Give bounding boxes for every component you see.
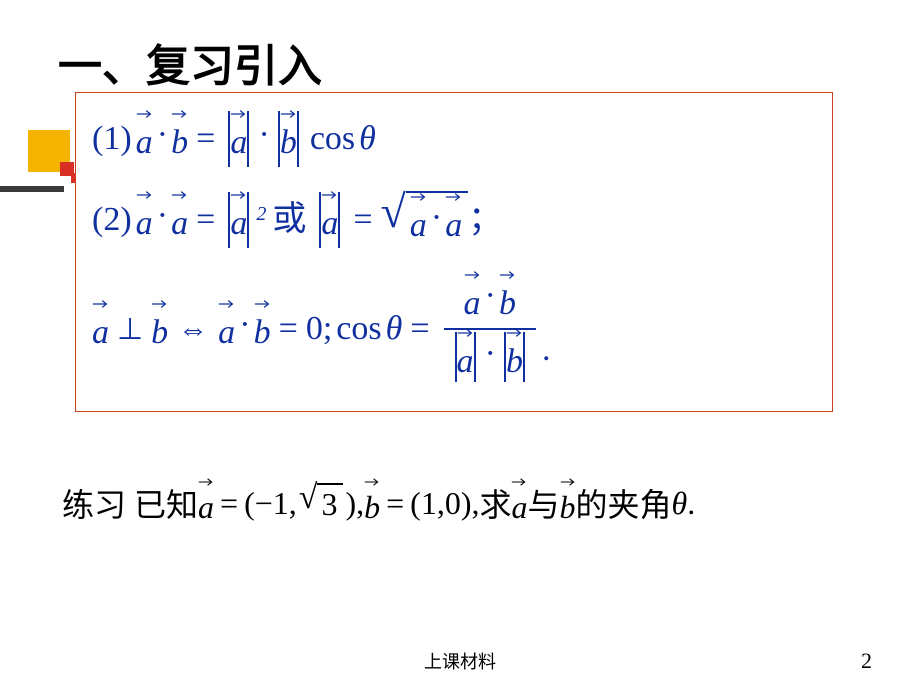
formula-label-1: (1) [92, 117, 132, 161]
formula-box: (1) a · b = a · b cos θ (2) a · a = a 2 … [75, 92, 833, 412]
accent-underline [0, 186, 64, 192]
vector-b: b [171, 113, 188, 165]
abs-b: b [273, 111, 304, 167]
page-number: 2 [861, 648, 872, 674]
formula-row-3: a ⊥ b ⇔ a · b = 0 ; cos θ = a · b a · b … [92, 272, 820, 386]
sqrt-expr: √ a · a [381, 191, 469, 248]
dot-op: · [158, 113, 167, 157]
equals: = [196, 117, 215, 161]
footer-text: 上课材料 [424, 648, 496, 674]
section-title: 一、复习引入 [58, 30, 322, 94]
iff-symbol: ⇔ [178, 310, 208, 349]
formula-label-2: (2) [92, 198, 132, 242]
zero: 0 [306, 307, 323, 351]
sqrt-3: √3 [299, 483, 344, 523]
practice-line: 练习 已知 a = ( −1, √3 ), b = (1,0), 求 a 与 b… [62, 480, 695, 526]
known-label: 已知 [134, 480, 198, 526]
semicolon-cn: ； [468, 198, 502, 242]
theta: θ [359, 117, 376, 161]
practice-label: 练习 [62, 480, 126, 526]
cos-label: cos [310, 117, 355, 161]
or-text: 或 [272, 198, 306, 242]
vector-a: a [136, 113, 153, 165]
formula-row-1: (1) a · b = a · b cos θ [92, 111, 820, 167]
perp-symbol: ⊥ [117, 310, 143, 349]
practice-vec-b: b [364, 481, 380, 526]
abs-a: a [223, 111, 254, 167]
formula-row-2: (2) a · a = a 2 或 a = √ a · a ； [92, 191, 820, 248]
exponent-2: 2 [256, 201, 266, 227]
practice-vec-a: a [198, 481, 214, 526]
fraction: a · b a · b [444, 272, 537, 386]
